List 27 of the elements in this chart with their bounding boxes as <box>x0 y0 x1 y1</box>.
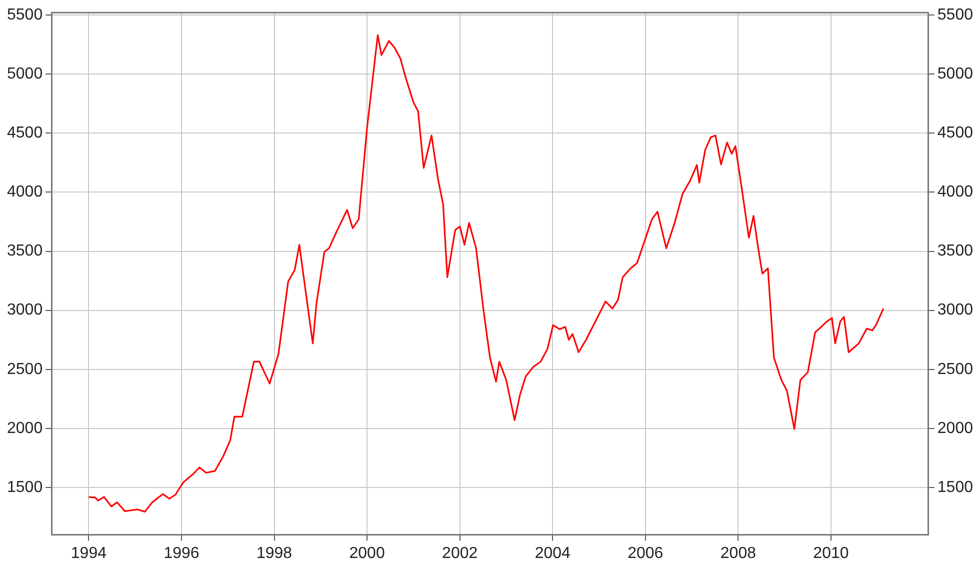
y-tick-label: 4500 <box>7 124 43 142</box>
x-tick-label: 2002 <box>442 544 478 562</box>
y2-tick-label: 3500 <box>937 242 974 260</box>
x-tick-label: 2010 <box>813 544 849 562</box>
y-tick-label: 2500 <box>7 360 43 378</box>
x-tick-label: 1996 <box>164 544 200 562</box>
y-tick-label: 5500 <box>7 6 43 24</box>
y2-tick-label: 3000 <box>937 302 974 319</box>
x-tick-label: 1994 <box>70 544 107 562</box>
y-tick-label: 3000 <box>7 302 43 319</box>
y2-tick-label: 1500 <box>937 478 974 496</box>
y2-tick-label: 5000 <box>937 65 974 82</box>
y2-tick-label: 2500 <box>937 360 974 378</box>
x-tick-label: 2008 <box>720 544 756 562</box>
x-tick-label: 2004 <box>534 544 571 562</box>
y-tick-label: 3500 <box>7 242 43 260</box>
x-tick-label: 2006 <box>628 544 664 562</box>
x-tick-label: 1998 <box>256 544 292 562</box>
y-tick-label: 1500 <box>7 478 43 496</box>
y2-tick-label: 4500 <box>937 124 974 142</box>
y2-tick-label: 4000 <box>937 184 974 201</box>
y2-tick-label: 5500 <box>937 6 974 24</box>
y-tick-label: 4000 <box>7 184 43 201</box>
y-tick-label: 5000 <box>7 65 43 82</box>
y-tick-label: 2000 <box>7 420 43 437</box>
y2-tick-label: 2000 <box>937 420 974 437</box>
x-tick-label: 2000 <box>349 544 385 562</box>
